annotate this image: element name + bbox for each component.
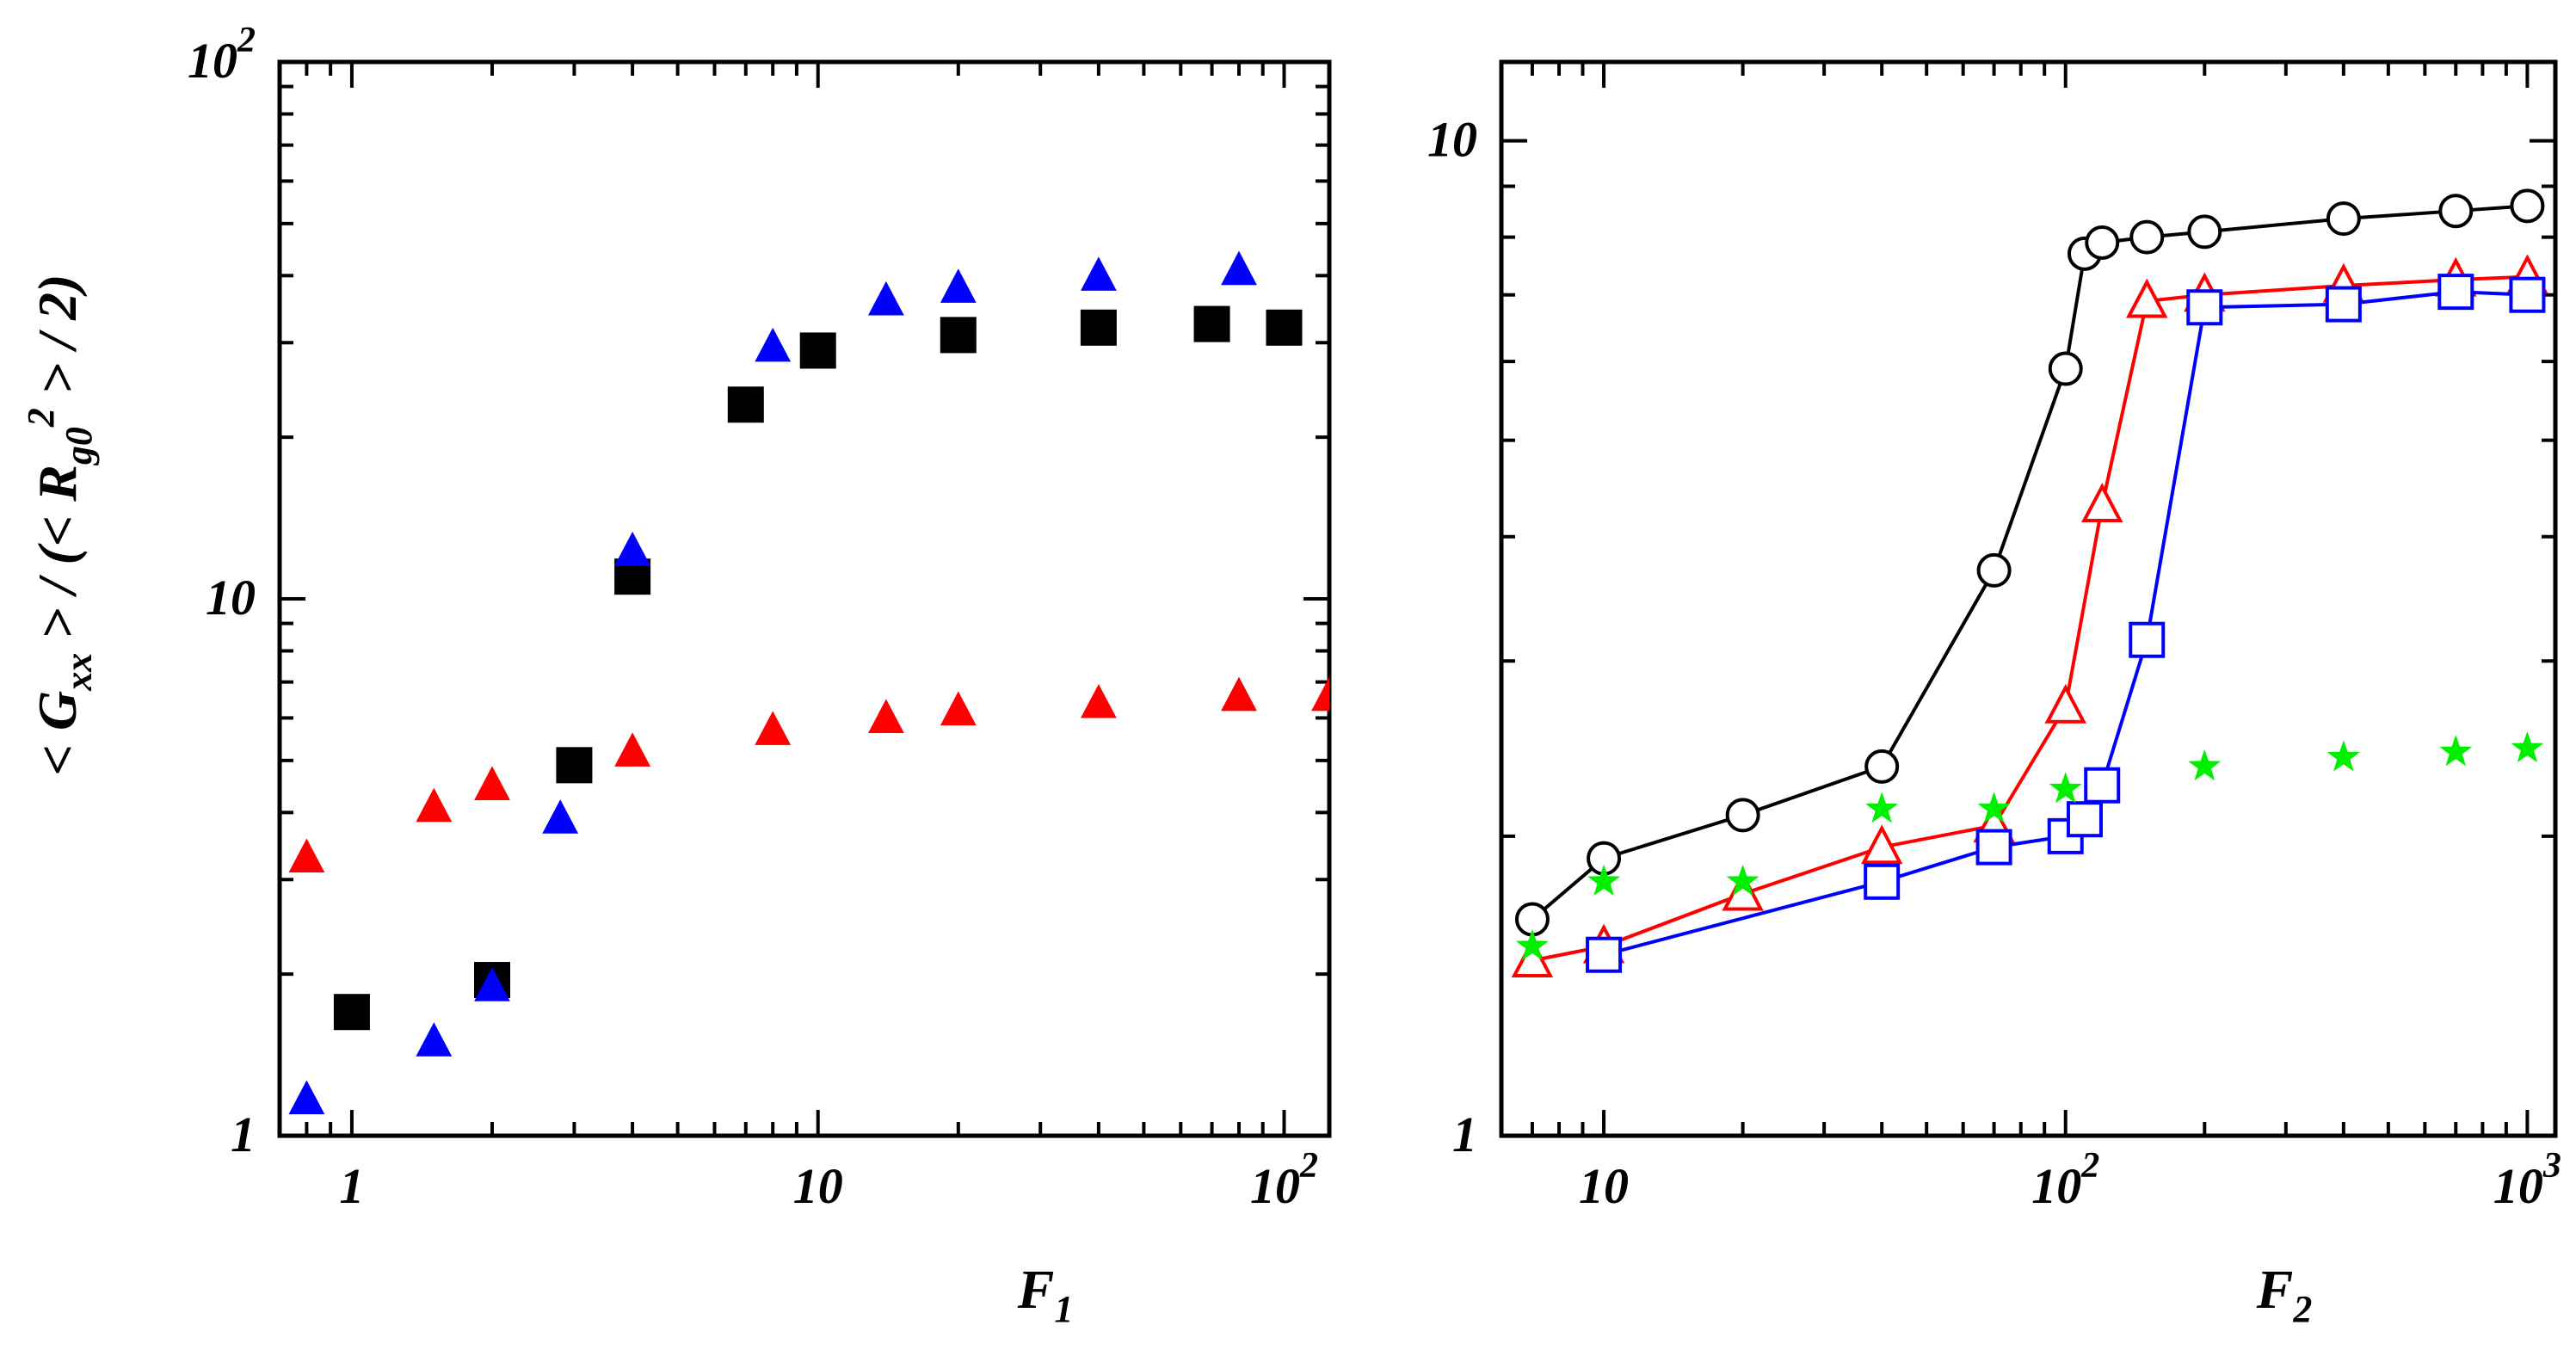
plot-marks [1511,188,2548,977]
data-point [755,711,792,745]
data-point [2129,621,2166,658]
data-point [1080,683,1117,718]
data-point [1221,676,1257,712]
data-point [1515,928,1549,961]
data-point [614,531,651,566]
data-point [1311,676,1329,712]
data-point [2510,188,2545,224]
series-line [1531,204,2528,921]
y-axis-title: < Gxx > / (< Rg02 > / 2) [20,274,100,776]
data-point [1586,936,1623,973]
data-point [2129,219,2165,255]
plot-frame [1499,59,2558,1138]
data-point [755,327,792,362]
data-point [1860,824,1903,865]
data-point [1221,250,1257,286]
data-point [2509,276,2546,313]
data-point [2325,286,2362,323]
data-point [2085,225,2120,260]
y-tick-label: 1 [1452,1106,1477,1162]
data-point [2437,274,2474,311]
data-point [1977,792,2011,823]
y-tick-label: 10 [1427,112,1477,168]
data-point [288,838,325,873]
data-point [2438,194,2474,229]
data-point [2186,289,2223,326]
data-point [1865,792,1899,823]
x-tick-label: 1 [339,1158,364,1214]
data-point [2188,749,2222,781]
data-point [2066,801,2103,838]
x-tick-label: 102 [1250,1146,1318,1214]
data-point [474,766,510,800]
data-point [2187,214,2222,250]
x-tick-label: 102 [2031,1146,2099,1214]
data-point [2439,735,2473,767]
x-axis-title: F1 [1017,1259,1074,1330]
data-point [474,967,510,1002]
data-point [799,332,836,369]
data-point [2048,351,2083,386]
data-point [867,280,904,316]
data-point [2044,683,2086,724]
data-point [542,799,579,834]
data-point [2084,767,2121,804]
y-tick-label: 1 [231,1106,256,1162]
data-point [1726,864,1759,896]
x-tick-label: 10 [793,1158,843,1214]
data-point [2081,483,2123,523]
data-point [940,317,977,354]
x-tick-label: 103 [2493,1146,2561,1214]
data-point [940,268,977,303]
data-point [1975,829,2012,866]
data-point [1725,798,1760,833]
data-point [1864,863,1901,900]
data-point [940,691,977,726]
data-point [2126,278,2168,318]
data-point [1266,309,1303,346]
data-point [1976,552,2012,588]
data-point [1193,305,1230,342]
data-point [1080,256,1117,291]
y-tick-label: 10 [206,570,256,626]
data-point [2049,772,2082,804]
left-panel: 1 10 102 1 10 102 F1 [188,21,1332,1330]
y-tick-label: 102 [188,21,256,89]
data-point [2326,740,2360,772]
x-axis-title: F2 [2256,1259,2313,1330]
series-line [1531,274,2528,963]
data-point [333,994,370,1031]
data-point [1587,864,1621,896]
data-point [288,1080,325,1115]
x-tick-label: 10 [1579,1158,1629,1214]
plot-frame [277,59,1332,1138]
plot-marks [288,250,1329,1115]
data-point [1864,749,1900,784]
data-point [727,386,764,423]
data-point [1080,309,1117,346]
data-point [416,1022,453,1057]
data-point [867,699,904,734]
series-line [1603,290,2528,957]
data-point [2326,201,2361,237]
ylabel-g: G [27,691,88,730]
data-point [614,732,651,767]
data-point [416,787,453,823]
right-panel: 10 102 103 1 10 F2 [1427,59,2561,1330]
data-point [556,747,593,784]
data-point [2511,731,2544,763]
